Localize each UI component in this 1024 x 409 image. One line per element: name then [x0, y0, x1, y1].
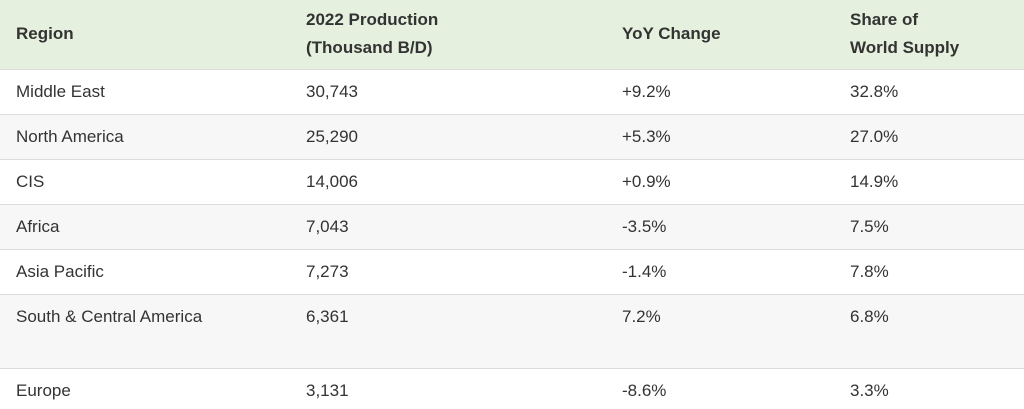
header-world-share-line-2: World Supply	[850, 38, 960, 58]
header-world-share: Share of World Supply	[834, 0, 1024, 69]
cell-region: Middle East	[16, 81, 105, 101]
table-row: Europe 3,131 -8.6% 3.3%	[0, 368, 1024, 409]
header-region: Region	[0, 0, 290, 69]
cell-world-share: 7.5%	[850, 216, 889, 236]
cell-yoy-change: +0.9%	[622, 171, 671, 191]
cell-production: 7,043	[306, 216, 349, 236]
table-row: North America 25,290 +5.3% 27.0%	[0, 114, 1024, 159]
cell-world-share: 32.8%	[850, 81, 899, 101]
cell-production: 14,006	[306, 171, 358, 191]
cell-yoy-change: -8.6%	[622, 380, 667, 400]
cell-world-share: 27.0%	[850, 126, 899, 146]
table-row: Africa 7,043 -3.5% 7.5%	[0, 204, 1024, 249]
cell-region: South & Central America	[16, 306, 203, 326]
header-production: 2022 Production (Thousand B/D)	[290, 0, 606, 69]
cell-production: 3,131	[306, 380, 349, 400]
header-yoy-change-label: YoY Change	[622, 24, 721, 44]
header-production-line-2: (Thousand B/D)	[306, 38, 433, 58]
cell-region: Africa	[16, 216, 60, 236]
cell-production: 6,361	[306, 306, 349, 326]
cell-production: 30,743	[306, 81, 358, 101]
cell-world-share: 14.9%	[850, 171, 899, 191]
table-header: Region 2022 Production (Thousand B/D) Yo…	[0, 0, 1024, 69]
cell-production: 25,290	[306, 126, 358, 146]
table-row: CIS 14,006 +0.9% 14.9%	[0, 159, 1024, 204]
header-production-line-1: 2022 Production	[306, 10, 439, 30]
cell-region: Europe	[16, 380, 71, 400]
cell-yoy-change: -3.5%	[622, 216, 667, 236]
cell-production: 7,273	[306, 261, 349, 281]
cell-region: CIS	[16, 171, 45, 191]
header-row: Region 2022 Production (Thousand B/D) Yo…	[0, 0, 1024, 69]
cell-world-share: 3.3%	[850, 380, 889, 400]
table-row: South & Central America 6,361 7.2% 6.8%	[0, 294, 1024, 368]
cell-world-share: 7.8%	[850, 261, 889, 281]
cell-region: North America	[16, 126, 124, 146]
table-row: Middle East 30,743 +9.2% 32.8%	[0, 69, 1024, 114]
header-yoy-change: YoY Change	[606, 0, 834, 69]
table-body: Middle East 30,743 +9.2% 32.8% North Ame…	[0, 69, 1024, 409]
table-row: Asia Pacific 7,273 -1.4% 7.8%	[0, 249, 1024, 294]
header-region-label: Region	[16, 24, 74, 44]
cell-region: Asia Pacific	[16, 261, 104, 281]
header-world-share-line-1: Share of	[850, 10, 919, 30]
cell-world-share: 6.8%	[850, 306, 889, 326]
cell-yoy-change: +5.3%	[622, 126, 671, 146]
cell-yoy-change: +9.2%	[622, 81, 671, 101]
cell-yoy-change: 7.2%	[622, 306, 661, 326]
cell-yoy-change: -1.4%	[622, 261, 667, 281]
